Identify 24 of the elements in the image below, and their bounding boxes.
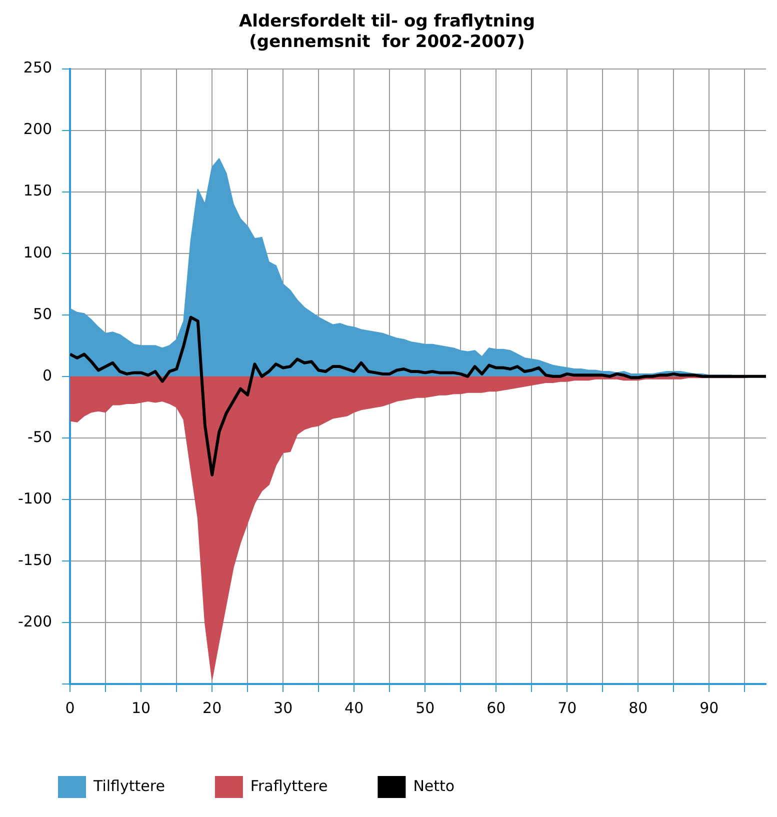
y-tick-label: 0 — [42, 366, 52, 384]
legend-label: Fraflyttere — [250, 776, 328, 795]
x-tick-label: 80 — [628, 698, 648, 717]
x-tick-label: 20 — [202, 698, 222, 717]
y-tick-label: -200 — [18, 612, 52, 630]
x-tick-label: 30 — [274, 698, 293, 717]
x-tick-label: 0 — [65, 698, 75, 717]
y-tick-label: 50 — [32, 304, 52, 323]
legend-label: Netto — [413, 776, 455, 795]
y-tick-label: -50 — [28, 428, 52, 446]
x-tick-label: 10 — [132, 698, 151, 717]
y-tick-label: -100 — [18, 489, 52, 508]
y-tick-label: 100 — [23, 243, 52, 262]
x-tick-label: 70 — [558, 698, 577, 717]
legend-label: Tilflyttere — [92, 776, 165, 795]
y-tick-label: 150 — [23, 182, 52, 200]
x-tick-label: 90 — [700, 698, 719, 717]
x-tick-label: 40 — [344, 698, 364, 717]
y-tick-label: 200 — [23, 120, 52, 138]
x-tick-label: 50 — [416, 698, 435, 717]
x-tick-label: 60 — [486, 698, 506, 717]
y-tick-label: 250 — [23, 58, 52, 77]
chart-title: Aldersfordelt til- og fraflytning (gennemsnit for 2002-2007) — [239, 12, 535, 52]
y-tick-label: -150 — [18, 550, 52, 569]
